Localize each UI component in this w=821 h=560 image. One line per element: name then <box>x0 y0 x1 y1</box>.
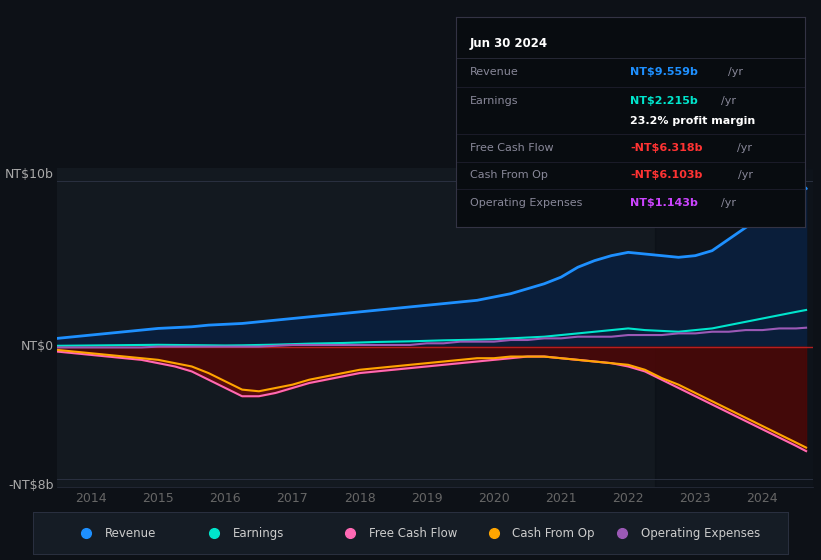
Text: /yr: /yr <box>728 67 743 77</box>
Text: /yr: /yr <box>736 143 751 153</box>
Text: Jun 30 2024: Jun 30 2024 <box>470 36 548 49</box>
Text: Revenue: Revenue <box>104 527 156 540</box>
Text: NT$9.559b: NT$9.559b <box>631 67 698 77</box>
Text: -NT$6.103b: -NT$6.103b <box>631 170 703 180</box>
Text: /yr: /yr <box>738 170 754 180</box>
Text: NT$10b: NT$10b <box>5 168 53 181</box>
Text: /yr: /yr <box>721 198 736 208</box>
Text: Cash From Op: Cash From Op <box>512 527 595 540</box>
Text: Earnings: Earnings <box>470 96 518 106</box>
Text: Operating Expenses: Operating Expenses <box>470 198 582 208</box>
Text: Operating Expenses: Operating Expenses <box>641 527 760 540</box>
Text: NT$2.215b: NT$2.215b <box>631 96 698 106</box>
Text: NT$1.143b: NT$1.143b <box>631 198 698 208</box>
Text: /yr: /yr <box>721 96 736 106</box>
Text: Earnings: Earnings <box>233 527 284 540</box>
Text: Free Cash Flow: Free Cash Flow <box>369 527 457 540</box>
Bar <box>655 168 821 487</box>
Text: -NT$6.318b: -NT$6.318b <box>631 143 703 153</box>
Text: Revenue: Revenue <box>470 67 518 77</box>
Text: 23.2% profit margin: 23.2% profit margin <box>631 116 755 126</box>
Text: NT$0: NT$0 <box>21 340 53 353</box>
Text: Free Cash Flow: Free Cash Flow <box>470 143 553 153</box>
Text: -NT$8b: -NT$8b <box>8 479 53 492</box>
Text: Cash From Op: Cash From Op <box>470 170 548 180</box>
